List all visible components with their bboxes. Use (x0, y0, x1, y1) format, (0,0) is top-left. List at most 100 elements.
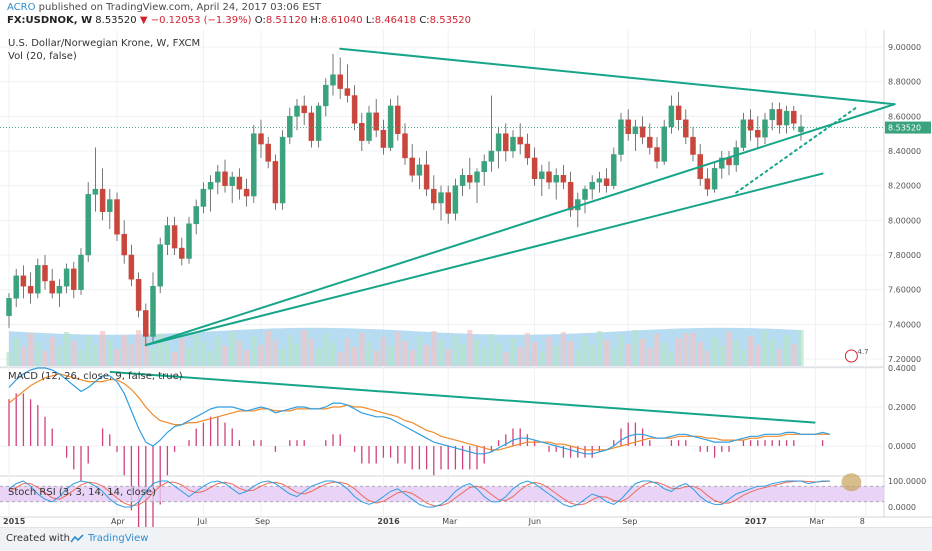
macd-label: MACD (12, 26, close, 9, false, true) (8, 371, 183, 382)
candle (560, 175, 567, 183)
candle (625, 119, 631, 134)
trendlines[interactable] (144, 47, 896, 347)
candle (207, 181, 214, 190)
candle (402, 133, 408, 159)
volume-bar (20, 347, 26, 366)
volume-bar (654, 334, 660, 366)
price-tick-label: 8.80000 (888, 78, 921, 87)
candles (0, 53, 884, 346)
stoch-k-line (8, 480, 830, 508)
candle (423, 164, 430, 190)
candle (783, 110, 790, 126)
candle (229, 176, 235, 186)
candle (344, 88, 351, 96)
volume-bar (114, 349, 120, 366)
volume-bar (640, 339, 646, 366)
candle (531, 157, 538, 179)
volume-bar (712, 337, 718, 366)
published-text: published on TradingView.com, April 24, … (38, 2, 322, 13)
volume-bar (164, 343, 170, 366)
candle (510, 136, 516, 152)
time-tick-label: Sep (255, 517, 270, 526)
volume-bar (798, 330, 804, 366)
volume-bar (748, 336, 754, 366)
price-tick-label: 8.00000 (888, 216, 921, 225)
volume-bar (13, 338, 19, 366)
volume-bar (143, 339, 149, 366)
tradingview-brand-link[interactable]: TradingView (88, 533, 149, 544)
candle (351, 95, 358, 124)
close-label: C: (419, 15, 430, 26)
candle (791, 110, 797, 124)
volume-bar (676, 338, 682, 366)
candle (481, 161, 487, 173)
low-value: 8.46418 (374, 15, 417, 26)
volume-bar (215, 337, 221, 366)
volume-bar (308, 339, 314, 366)
volume-bar (776, 349, 782, 366)
candle (654, 147, 660, 162)
volume-average-label: 4.7 (857, 348, 868, 356)
volume-bar (625, 344, 631, 366)
candle (704, 178, 711, 190)
footer: Created with TradingView (0, 527, 932, 551)
volume-bar (668, 352, 674, 366)
created-with-text: Created with (6, 533, 70, 544)
candle (582, 188, 588, 200)
volume-bar (229, 332, 235, 366)
tradingview-logo-icon (70, 534, 84, 543)
time-tick-label: Jul (196, 517, 207, 526)
volume-bar (474, 339, 480, 366)
candle (71, 268, 77, 290)
low-label: L: (365, 15, 375, 26)
volume-bar (366, 342, 372, 366)
stoch-label: Stoch RSI (3, 3, 14, 14, close) (8, 487, 156, 498)
time-tick-label: 2016 (377, 517, 400, 526)
candle (337, 74, 343, 89)
price-tick-label: 7.60000 (888, 286, 921, 295)
volume-bar (272, 340, 278, 366)
candle (639, 126, 646, 138)
close-value: 8.53520 (429, 15, 472, 26)
candle (13, 275, 19, 299)
volume-bar (697, 342, 703, 366)
volume-bar (575, 350, 581, 366)
candle (251, 133, 257, 197)
volume-bar (445, 349, 451, 366)
volume-bar (121, 335, 127, 366)
ohlc-line: FX:USDNOK, W 8.53520 ▼ −0.12053 (−1.39%)… (7, 15, 471, 26)
volume-bar (719, 346, 725, 366)
candle (164, 225, 171, 245)
candle (567, 181, 574, 211)
candle (503, 133, 509, 152)
candle (603, 178, 610, 186)
time-tick-label: Jun (528, 517, 542, 526)
chart-canvas[interactable]: 9.00000 8.80000 8.60000 8.40000 8.20000 8.000… (0, 30, 932, 527)
price-tick-label: 7.80000 (888, 251, 921, 260)
candle (467, 175, 473, 183)
volume-bar (359, 333, 365, 366)
candle (661, 126, 667, 162)
author-link[interactable]: ACRO (7, 2, 36, 13)
volume-bar (287, 335, 293, 366)
volume-bar (647, 348, 653, 366)
volume-bar (323, 334, 329, 366)
candle (222, 171, 228, 186)
volume-bar (244, 350, 250, 366)
candle (632, 126, 639, 134)
candle (387, 105, 394, 148)
volume-bar (64, 332, 70, 366)
candle (589, 181, 595, 190)
symbol-label: FX:USDNOK, W (7, 15, 93, 26)
candle (740, 119, 747, 148)
volume-bar (28, 333, 34, 366)
candle (647, 136, 653, 148)
volume-bar (388, 346, 394, 366)
candle (92, 188, 99, 195)
candle (27, 285, 34, 294)
highlight-marker (841, 473, 862, 492)
price-tick-label: 9.00000 (888, 43, 921, 52)
volume-bar (301, 330, 307, 366)
last-price: 8.53520 (95, 15, 137, 26)
volume-bar (380, 337, 386, 366)
